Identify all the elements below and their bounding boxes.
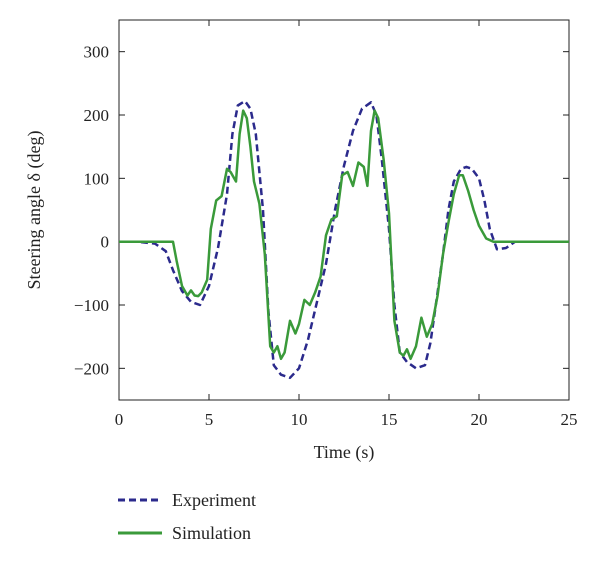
legend: Experiment Simulation <box>118 490 256 543</box>
x-axis-ticks: 0 5 10 15 20 25 <box>115 20 578 429</box>
x-tick-label: 5 <box>205 410 214 429</box>
series-lines <box>119 99 569 380</box>
y-tick-label: −100 <box>74 296 109 315</box>
y-axis-ticks: −200 −100 0 100 200 300 <box>74 43 569 378</box>
plot-area: 0 5 10 15 20 25 −200 −100 0 100 200 300 <box>74 19 578 429</box>
x-axis-label: Time (s) <box>314 442 375 463</box>
y-tick-label: 200 <box>84 106 110 125</box>
y-tick-label: 0 <box>101 233 110 252</box>
y-tick-label: −200 <box>74 359 109 378</box>
series-line-experiment <box>119 99 569 380</box>
y-tick-label: 100 <box>84 169 110 188</box>
x-tick-label: 20 <box>471 410 488 429</box>
x-tick-label: 15 <box>381 410 398 429</box>
x-tick-label: 25 <box>561 410 578 429</box>
series-line-simulation <box>119 109 569 361</box>
plot-frame <box>118 19 570 401</box>
y-tick-label: 300 <box>84 43 110 62</box>
legend-label-experiment: Experiment <box>172 490 256 510</box>
x-tick-label: 0 <box>115 410 124 429</box>
x-tick-label: 10 <box>291 410 308 429</box>
y-axis-label: Steering angle δ (deg) <box>24 131 45 290</box>
legend-label-simulation: Simulation <box>172 523 251 543</box>
